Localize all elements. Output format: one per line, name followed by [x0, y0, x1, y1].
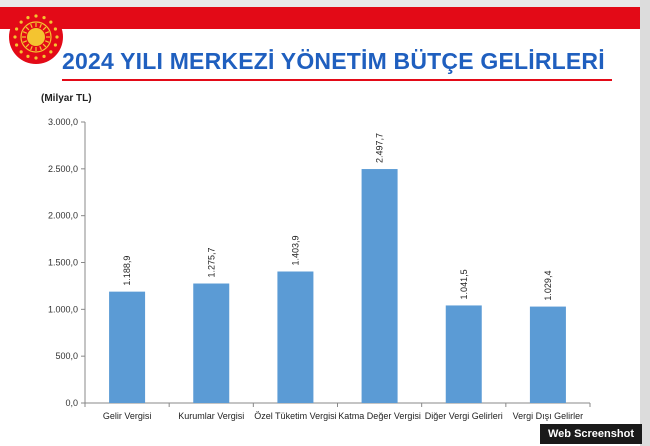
unit-label: (Milyar TL)	[41, 93, 92, 104]
y-tick-label: 1.000,0	[48, 304, 78, 314]
bar	[109, 291, 146, 403]
x-tick-label: Gelir Vergisi	[103, 411, 152, 421]
watermark: Web Screenshot	[540, 424, 642, 444]
data-label: 1.188,9	[122, 256, 132, 286]
data-label: 1.275,7	[206, 247, 216, 277]
data-label: 1.029,4	[543, 271, 553, 301]
y-tick-label: 1.500,0	[48, 258, 78, 268]
bar	[361, 169, 398, 403]
page-title: 2024 YILI MERKEZİ YÖNETİM BÜTÇE GELİRLER…	[62, 48, 605, 74]
y-tick-label: 3.000,0	[48, 117, 78, 127]
presidential-seal-icon	[9, 10, 63, 64]
bar	[277, 271, 314, 403]
x-tick-label: Katma Değer Vergisi	[338, 411, 421, 421]
data-label: 1.041,5	[459, 269, 469, 299]
y-tick-label: 2.000,0	[48, 211, 78, 221]
x-tick-label: Özel Tüketim Vergisi	[254, 411, 336, 421]
data-label: 2.497,7	[375, 133, 385, 163]
bar	[445, 305, 482, 403]
x-tick-label: Diğer Vergi Gelirleri	[425, 411, 503, 421]
header-bar	[0, 7, 640, 29]
right-edge	[640, 0, 650, 446]
bar	[193, 283, 230, 403]
bar	[529, 306, 566, 403]
title-underline	[62, 79, 612, 81]
x-tick-label: Vergi Dışı Gelirler	[513, 411, 584, 421]
y-tick-label: 2.500,0	[48, 164, 78, 174]
data-label: 1.403,9	[290, 235, 300, 265]
y-tick-label: 0,0	[65, 398, 78, 408]
top-edge	[0, 0, 650, 7]
x-tick-label: Kurumlar Vergisi	[178, 411, 244, 421]
y-tick-label: 500,0	[55, 351, 78, 361]
